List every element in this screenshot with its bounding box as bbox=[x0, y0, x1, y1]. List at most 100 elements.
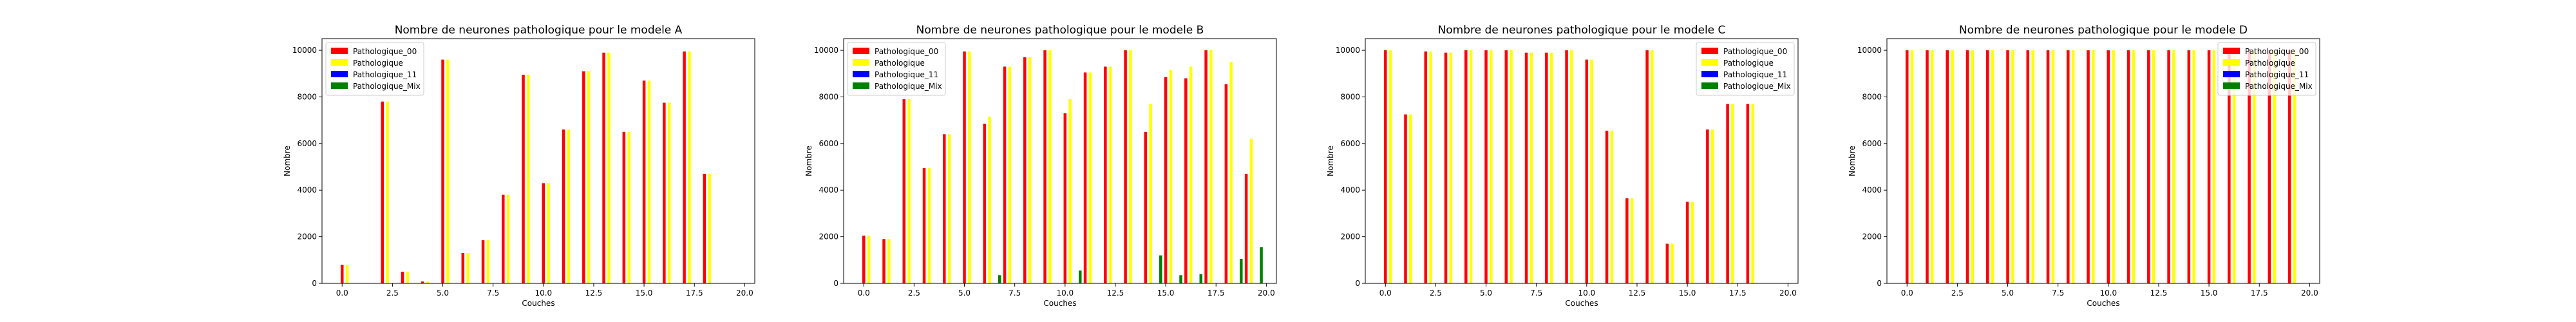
x-axis-label: Couches bbox=[2087, 299, 2119, 308]
bar-pathologique-6 bbox=[466, 252, 469, 283]
bar-pathologique-16 bbox=[2232, 50, 2236, 283]
bar-pathologique-00-3 bbox=[922, 167, 926, 283]
bar-pathologique-00-18 bbox=[703, 173, 706, 283]
y-axis-label: Nombre bbox=[804, 146, 813, 176]
legend-entry: Pathologique_Mix bbox=[2245, 82, 2313, 91]
bar-pathologique-00-5 bbox=[1484, 50, 1488, 283]
x-tick-label: 17.5 bbox=[2251, 289, 2268, 298]
legend-entry: Pathologique_11 bbox=[1723, 70, 1787, 79]
legend-entry: Pathologique bbox=[1723, 59, 1774, 68]
bar-pathologique-9 bbox=[1570, 50, 1573, 283]
bar-pathologique-00-1 bbox=[882, 239, 886, 283]
x-tick-label: 17.5 bbox=[686, 289, 703, 298]
y-tick-label: 8000 bbox=[819, 92, 838, 101]
x-axis-label: Couches bbox=[1565, 299, 1598, 308]
bar-pathologique-00-17 bbox=[1726, 104, 1729, 283]
bar-pathologique-13 bbox=[1651, 50, 1654, 283]
bar-pathologique-5 bbox=[2011, 50, 2014, 283]
legend-entry: Pathologique_00 bbox=[2245, 47, 2309, 56]
legend-swatch bbox=[331, 71, 348, 77]
bar-pathologique-17 bbox=[688, 51, 691, 284]
bar-pathologique-00-7 bbox=[2046, 50, 2050, 283]
bar-pathologique-9 bbox=[527, 75, 530, 283]
legend-swatch bbox=[2223, 71, 2240, 77]
x-tick-label: 5.0 bbox=[437, 289, 449, 298]
bar-pathologique-7 bbox=[1008, 66, 1012, 284]
x-tick-label: 7.5 bbox=[487, 289, 499, 298]
bar-pathologique-00-5 bbox=[2006, 50, 2009, 283]
bars-group bbox=[1906, 50, 2297, 283]
bar-pathologique-2 bbox=[1429, 51, 1432, 284]
bar-pathologique-0 bbox=[345, 265, 349, 283]
bar-pathologique-11 bbox=[2132, 50, 2136, 283]
bar-pathologique-00-19 bbox=[1244, 173, 1248, 283]
bar-pathologique-00-11 bbox=[1605, 130, 1609, 283]
x-tick-label: 5.0 bbox=[2002, 289, 2014, 298]
x-tick-label: 2.5 bbox=[386, 289, 399, 298]
bar-pathologique-00-8 bbox=[1023, 57, 1027, 283]
bar-pathologique-00-9 bbox=[2087, 50, 2090, 283]
bar-pathologique-11 bbox=[567, 129, 571, 283]
bar-pathologique-00-7 bbox=[1524, 52, 1528, 284]
legend-swatch bbox=[853, 82, 869, 89]
bar-pathologique-00-7 bbox=[1003, 66, 1007, 284]
bar-pathologique-8 bbox=[1549, 52, 1553, 284]
x-tick-label: 10.0 bbox=[535, 289, 552, 298]
bar-pathologique-00-14 bbox=[1665, 243, 1669, 283]
legend-box bbox=[325, 42, 424, 96]
legend-entry: Pathologique bbox=[353, 59, 403, 68]
bar-pathologique-00-10 bbox=[2107, 50, 2110, 283]
chart-title: Nombre de neurones pathologique pour le … bbox=[1438, 24, 1726, 37]
legend-entry: Pathologique_11 bbox=[875, 70, 938, 79]
bars-group bbox=[1384, 50, 1754, 284]
bar-pathologique-00-17 bbox=[683, 51, 686, 284]
bar-pathologique-8 bbox=[506, 194, 510, 283]
bar-pathologique-00-12 bbox=[2147, 50, 2150, 283]
legend-swatch bbox=[331, 59, 348, 66]
bar-pathologique-00-6 bbox=[1504, 50, 1508, 283]
y-tick-label: 4000 bbox=[1862, 185, 1882, 194]
x-tick-label: 15.0 bbox=[636, 289, 653, 298]
y-tick-label: 0 bbox=[833, 279, 838, 288]
x-tick-label: 0.0 bbox=[858, 289, 870, 298]
y-axis-label: Nombre bbox=[1326, 146, 1335, 176]
bar-pathologique-00-5 bbox=[963, 51, 966, 284]
x-tick-label: 12.5 bbox=[1107, 289, 1124, 298]
legend-swatch bbox=[2223, 82, 2240, 89]
x-tick-label: 0.0 bbox=[1379, 289, 1392, 298]
x-tick-label: 0.0 bbox=[336, 289, 348, 298]
bar-pathologique-12 bbox=[1108, 66, 1112, 284]
bar-pathologique-mix-16 bbox=[1199, 274, 1203, 283]
bar-pathologique-8 bbox=[2071, 50, 2075, 283]
legend: Pathologique_00 Pathologique Pathologique_… bbox=[1696, 42, 1795, 96]
legend-swatch bbox=[331, 82, 348, 89]
bar-pathologique-3 bbox=[1449, 52, 1453, 284]
bar-pathologique-00-9 bbox=[522, 75, 525, 283]
x-tick-label: 12.5 bbox=[2150, 289, 2168, 298]
bar-pathologique-00-4 bbox=[943, 134, 946, 283]
bar-pathologique-00-10 bbox=[1063, 113, 1067, 283]
bar-pathologique-00-0 bbox=[862, 235, 866, 283]
bar-pathologique-00-5 bbox=[441, 59, 444, 283]
legend-swatch bbox=[1701, 59, 1718, 66]
legend: Pathologique_00 Pathologique Pathologique_… bbox=[325, 42, 424, 96]
y-tick-label: 0 bbox=[1877, 279, 1882, 288]
x-tick-label: 15.0 bbox=[2201, 289, 2218, 298]
bar-pathologique-7 bbox=[1530, 52, 1533, 284]
bar-pathologique-6 bbox=[1510, 50, 1513, 283]
bar-pathologique-00-2 bbox=[1424, 51, 1428, 284]
x-tick-label: 5.0 bbox=[958, 289, 971, 298]
x-tick-label: 2.5 bbox=[1951, 289, 1964, 298]
bar-pathologique-1 bbox=[887, 239, 891, 283]
bar-pathologique-00-16 bbox=[1184, 78, 1188, 284]
bar-pathologique-00-14 bbox=[622, 131, 626, 283]
x-tick-label: 20.0 bbox=[736, 289, 753, 298]
bar-pathologique-7 bbox=[2051, 50, 2055, 283]
chart-panel-a: 0.0 2.5 5.0 7.5 10.0 12.5 15.0 17.5 20.0 0 2000 400… bbox=[283, 24, 755, 308]
bar-pathologique-16 bbox=[667, 102, 671, 283]
bar-pathologique-18 bbox=[1751, 104, 1754, 283]
bar-pathologique-18 bbox=[1229, 62, 1233, 283]
bar-pathologique-00-18 bbox=[1746, 104, 1750, 283]
chart-title: Nombre de neurones pathologique pour le … bbox=[1959, 24, 2248, 37]
